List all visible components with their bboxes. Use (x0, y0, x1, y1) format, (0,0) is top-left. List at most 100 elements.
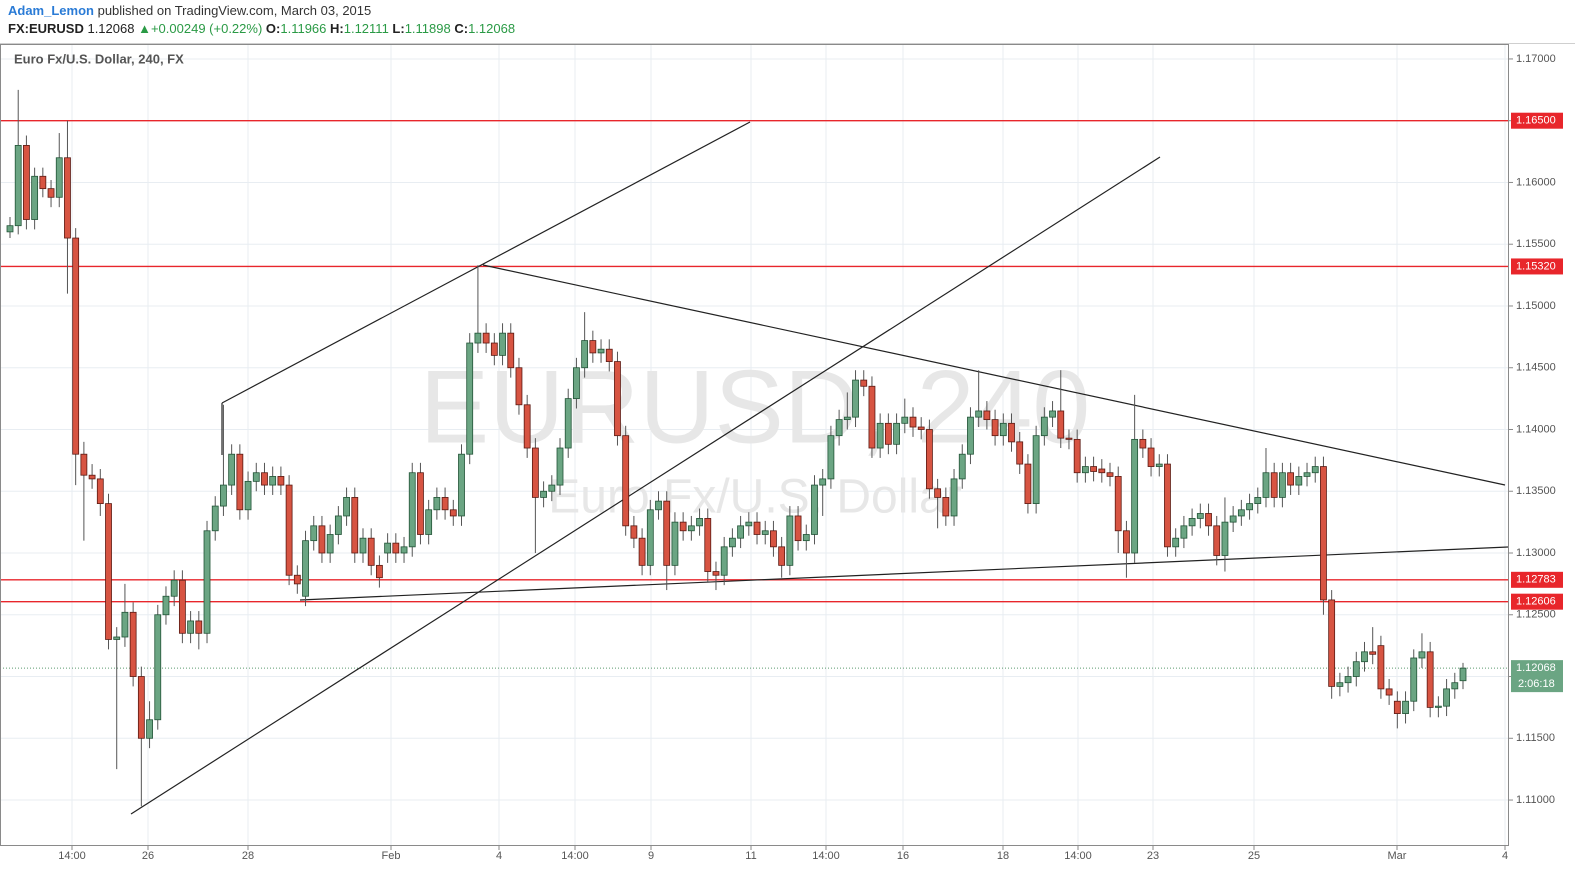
y-tick-label: 1.11000 (1516, 794, 1555, 806)
candle-body (843, 416, 851, 421)
candle-body (433, 497, 441, 511)
trendline (130, 156, 1161, 815)
x-tick-label: 26 (142, 850, 154, 862)
candles (6, 89, 1467, 807)
candle-body (392, 542, 400, 554)
y-tick-label: 1.11500 (1516, 732, 1555, 744)
candle-body (1443, 688, 1450, 707)
candle-body (835, 419, 843, 437)
candle-body (1188, 518, 1196, 527)
candle-body (646, 509, 654, 566)
candle-body (860, 379, 868, 387)
candle-body (1270, 472, 1278, 498)
open: 1.11966 (280, 21, 326, 36)
published: published on TradingView.com, March 03, … (98, 3, 372, 18)
candle-body (778, 546, 786, 566)
candle-body (367, 537, 375, 566)
level-label: 1.15320 (1516, 260, 1556, 272)
o-label: O: (266, 21, 280, 36)
candle-body (474, 332, 482, 344)
candle-body (1057, 410, 1065, 439)
candle-body (1361, 651, 1368, 663)
trendline (299, 546, 1509, 601)
candle-body (310, 525, 318, 542)
candle-body (244, 480, 252, 511)
candle-body (458, 453, 465, 517)
x-tick-label: 14:00 (58, 850, 86, 862)
candle-body (1131, 438, 1139, 554)
candle-body (589, 340, 597, 354)
level-badge (1511, 258, 1563, 275)
y-tick-label: 1.14000 (1516, 423, 1556, 435)
candle-body (105, 503, 112, 640)
level-badge (1511, 593, 1563, 610)
candle-body (1155, 463, 1163, 467)
x-tick-label: 4 (496, 850, 502, 862)
candle-body (1426, 651, 1434, 708)
candle-body (1205, 513, 1212, 527)
candle-body (23, 145, 30, 220)
candle-body (252, 472, 260, 482)
candle-body (1040, 416, 1048, 437)
last: 1.12068 (87, 21, 134, 36)
candle-body (999, 422, 1007, 437)
candle-body (1311, 466, 1319, 474)
candle-body (80, 453, 88, 476)
change: +0.00249 (+0.22%) (151, 21, 262, 36)
last-price-badge (1511, 660, 1563, 693)
candle-body (876, 422, 884, 449)
candle-body (129, 611, 137, 677)
candle-body (1123, 530, 1130, 554)
candle-body (351, 497, 359, 554)
candle-body (1090, 466, 1097, 472)
candle-body (31, 175, 39, 220)
candle-body (47, 188, 55, 198)
candle-body (203, 530, 211, 634)
x-tick-label: 4 (1502, 850, 1508, 862)
candle-body (687, 525, 695, 532)
candle-body (523, 404, 531, 449)
x-tick-label: 14:00 (812, 850, 840, 862)
candle-body (753, 521, 761, 535)
candle-body (1262, 472, 1270, 498)
candle-body (88, 474, 96, 480)
candle-body (64, 157, 71, 239)
candle-body (285, 484, 293, 576)
candle-body (343, 497, 350, 517)
chart-title: Euro Fx/U.S. Dollar, 240, FX (14, 51, 184, 66)
trendline (482, 264, 1506, 486)
x-tick-label: Mar (1388, 850, 1407, 862)
candle-body (1237, 509, 1245, 517)
candle-body (1164, 463, 1171, 548)
candle-body (359, 537, 367, 554)
candle-body (293, 574, 301, 585)
candle-body (597, 348, 605, 354)
candle-body (786, 515, 794, 566)
candle-body (302, 540, 309, 597)
candle-body (236, 453, 244, 511)
y-axis: 1.110001.115001.120001.125001.130001.135… (1508, 53, 1563, 806)
high: 1.12111 (344, 21, 389, 36)
l-label: L: (392, 21, 404, 36)
candle-body (917, 426, 925, 430)
candle-body (1147, 447, 1155, 467)
candle-body (1196, 513, 1204, 519)
candle-body (573, 367, 580, 400)
candle-body (408, 472, 416, 548)
candle-body (384, 542, 392, 554)
candle-body (926, 429, 933, 490)
candle-body (605, 348, 613, 362)
candle-body (1287, 472, 1295, 486)
candle-body (1024, 463, 1032, 505)
candle-body (376, 564, 383, 579)
candle-body (326, 534, 334, 554)
candle-body (162, 595, 170, 616)
header-line-1: Adam_Lemon published on TradingView.com,… (8, 3, 371, 18)
candle-body (983, 410, 991, 421)
x-tick-label: 18 (997, 850, 1009, 862)
candle-body (531, 447, 539, 498)
y-tick-label: 1.13500 (1516, 485, 1556, 497)
candle-body (1254, 497, 1262, 505)
candle-body (819, 478, 827, 486)
candle-body (958, 453, 966, 480)
